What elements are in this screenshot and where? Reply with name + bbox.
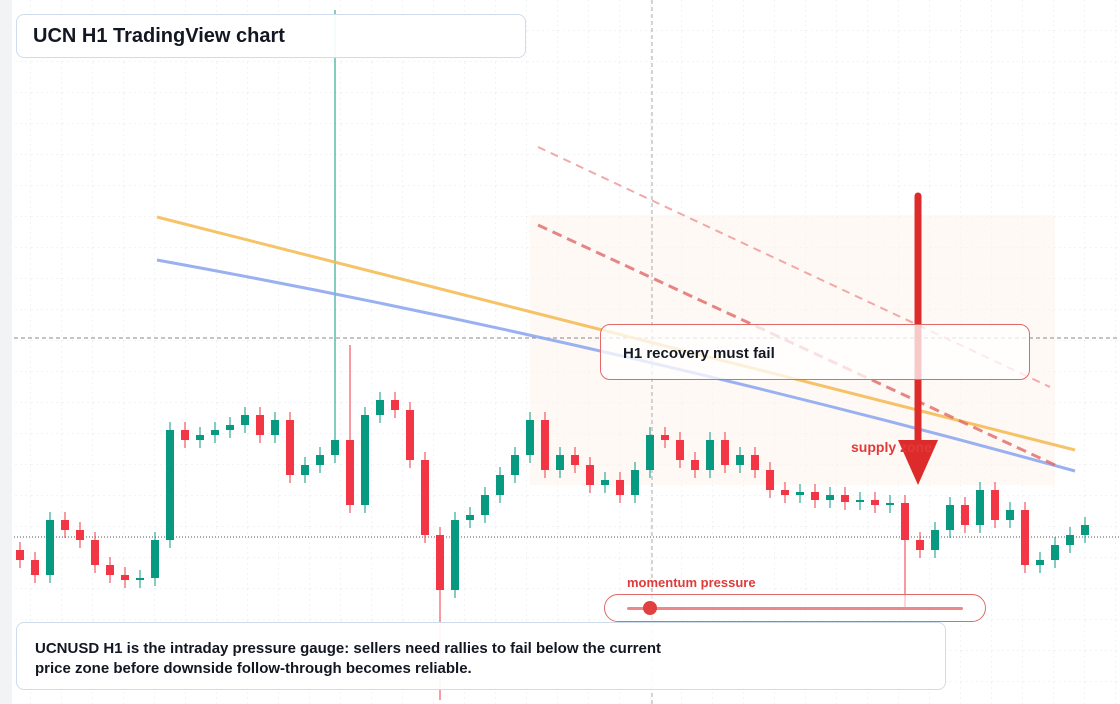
candle-body (1051, 545, 1059, 560)
candle-body (316, 455, 324, 465)
candle-body (76, 530, 84, 540)
candle-body (826, 495, 834, 500)
candle-body (1081, 525, 1089, 535)
candle-body (181, 430, 189, 440)
candle-body (166, 430, 174, 540)
candle-body (16, 550, 24, 560)
candle-body (1021, 510, 1029, 565)
gauge-knob (643, 601, 657, 615)
gauge-label: momentum pressure (627, 575, 756, 590)
candle-body (841, 495, 849, 502)
title: UCN H1 TradingView chart (33, 25, 285, 47)
candle-body (256, 415, 264, 435)
candle-body (136, 578, 144, 580)
candle-body (856, 500, 864, 502)
candle-body (61, 520, 69, 530)
candle-body (466, 515, 474, 520)
candle-body (931, 530, 939, 550)
candle-body (481, 495, 489, 515)
candle-body (961, 505, 969, 525)
candle-body (901, 503, 909, 540)
left-strip (0, 0, 12, 704)
candle-body (646, 435, 654, 470)
candle-body (871, 500, 879, 505)
candle-body (916, 540, 924, 550)
candle-body (796, 492, 804, 495)
candle-body (121, 575, 129, 580)
candle-body (91, 540, 99, 565)
candle-body (376, 400, 384, 415)
candle-body (391, 400, 399, 410)
candle-body (751, 455, 759, 470)
candle-body (631, 470, 639, 495)
candle-body (301, 465, 309, 475)
candle-body (706, 440, 714, 470)
candle-body (661, 435, 669, 440)
candle-body (451, 520, 459, 590)
candle-body (271, 420, 279, 435)
gauge-track (604, 594, 986, 622)
candle-body (436, 535, 444, 590)
candle-body (31, 560, 39, 575)
candle-body (46, 520, 54, 575)
candle-body (1006, 510, 1014, 520)
candle-body (691, 460, 699, 470)
candle-body (241, 415, 249, 425)
description: UCNUSD H1 is the intraday pressure gauge… (35, 640, 662, 677)
candle-body (766, 470, 774, 490)
candle-body (736, 455, 744, 465)
candle-body (556, 455, 564, 470)
description-box: UCNUSD H1 is the intraday pressure gauge… (16, 622, 946, 690)
candle-body (406, 410, 414, 460)
candle-body (571, 455, 579, 465)
candle-body (286, 420, 294, 475)
callout-box: H1 recovery must fail (600, 324, 1030, 380)
resistance-dashed-light (537, 146, 1051, 388)
candles (16, 10, 1089, 700)
candle-body (781, 490, 789, 495)
candle-body (1066, 535, 1074, 545)
candle-body (346, 440, 354, 505)
candle-body (496, 475, 504, 495)
arrow-head (898, 440, 938, 485)
candle-body (1036, 560, 1044, 565)
candle-body (601, 480, 609, 485)
candle-body (886, 503, 894, 505)
candle-body (421, 460, 429, 535)
candle-body (946, 505, 954, 530)
candle-body (586, 465, 594, 485)
candle-body (106, 565, 114, 575)
candle-body (361, 415, 369, 505)
candle-body (811, 492, 819, 500)
zone-label: supply zone (851, 439, 932, 455)
candle-body (211, 430, 219, 435)
candle-body (526, 420, 534, 455)
candle-body (976, 490, 984, 525)
candle-body (196, 435, 204, 440)
candle-body (226, 425, 234, 430)
callout: H1 recovery must fail (623, 345, 775, 362)
candle-body (616, 480, 624, 495)
candle-body (331, 440, 339, 455)
candle-body (511, 455, 519, 475)
candle-body (676, 440, 684, 460)
candle-body (991, 490, 999, 520)
title-box: UCN H1 TradingView chart (16, 14, 526, 58)
candle-body (541, 420, 549, 470)
candle-body (721, 440, 729, 465)
candle-body (151, 540, 159, 578)
gauge-bar (627, 607, 963, 610)
